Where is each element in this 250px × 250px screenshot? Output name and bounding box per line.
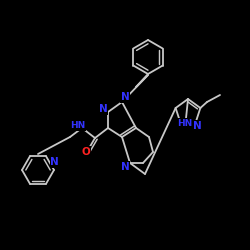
Text: HN: HN xyxy=(70,122,86,130)
Text: N: N xyxy=(120,92,130,102)
Text: N: N xyxy=(98,104,108,114)
Text: N: N xyxy=(50,157,59,167)
Text: N: N xyxy=(193,120,202,130)
Text: O: O xyxy=(82,147,90,157)
Text: N: N xyxy=(120,162,130,172)
Text: HN: HN xyxy=(177,119,192,128)
